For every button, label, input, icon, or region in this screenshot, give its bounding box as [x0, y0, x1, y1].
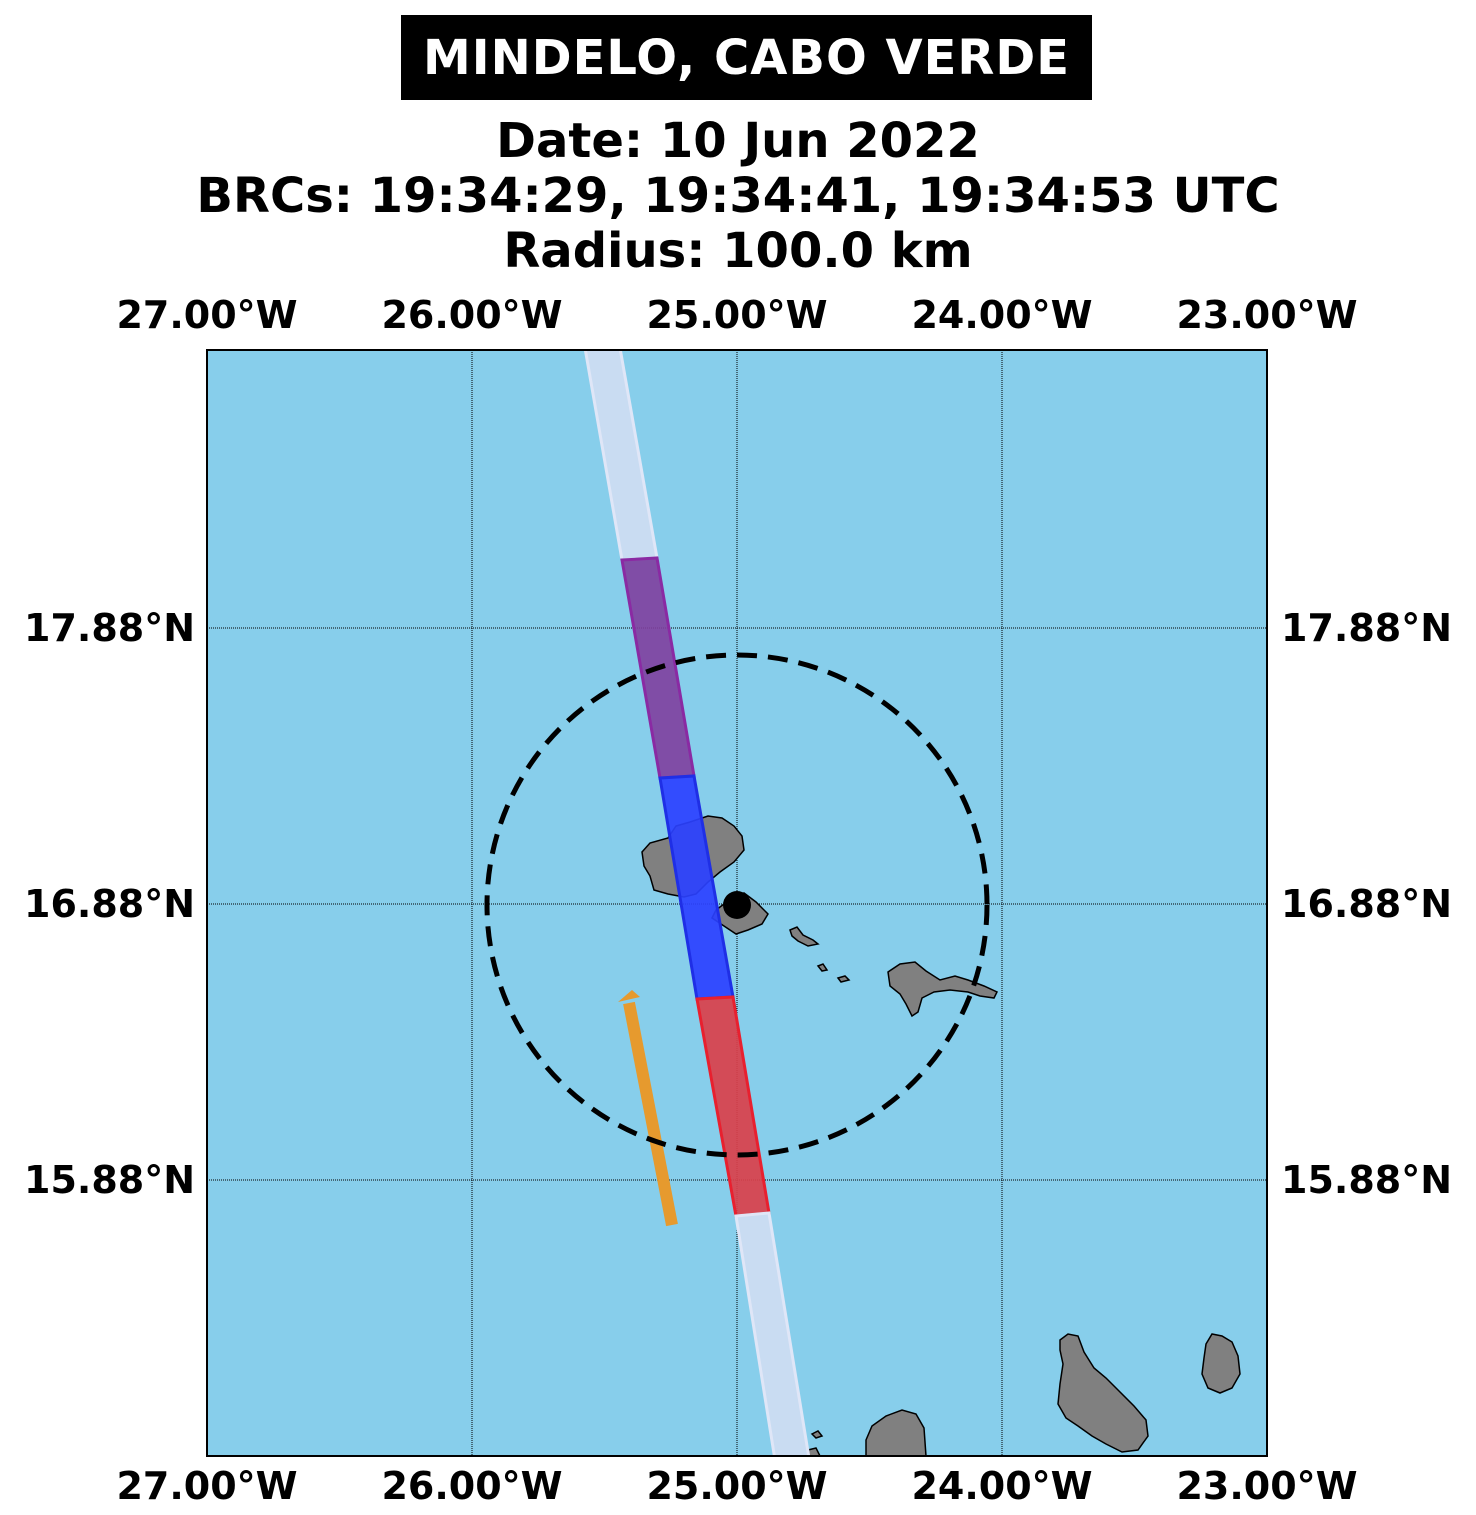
swath-outer — [734, 1211, 811, 1456]
map-title: MINDELO, CABO VERDE — [401, 15, 1092, 100]
x-tick-bottom-0: 27.00°W — [116, 1464, 298, 1508]
range-ring — [484, 652, 990, 1158]
x-tick-top-4: 23.00°W — [1176, 293, 1358, 337]
island-fogo — [865, 1409, 927, 1456]
y-tick-right-0: 17.88°N — [1281, 606, 1452, 650]
x-tick-bottom-4: 23.00°W — [1176, 1464, 1358, 1508]
x-tick-top-3: 24.00°W — [911, 293, 1093, 337]
island-santa-luzia — [789, 926, 820, 947]
brcs-label: BRCs: 19:34:29, 19:34:41, 19:34:53 UTC — [196, 168, 1280, 224]
map-frame — [206, 349, 1268, 1457]
x-tick-bottom-3: 24.00°W — [911, 1464, 1093, 1508]
island-santiago — [1057, 1333, 1149, 1453]
motion-arrow — [618, 990, 678, 1227]
date-label: Date: 10 Jun 2022 — [496, 113, 980, 169]
x-tick-bottom-1: 26.00°W — [381, 1464, 563, 1508]
site-marker — [723, 891, 751, 919]
y-tick-right-2: 15.88°N — [1281, 1158, 1452, 1202]
y-tick-left-2: 15.88°N — [24, 1158, 195, 1202]
island-raso — [836, 975, 851, 983]
island-maio — [1201, 1333, 1241, 1394]
x-tick-top-2: 25.00°W — [646, 293, 828, 337]
island-sao-nicolau — [887, 961, 999, 1018]
y-tick-right-1: 16.88°N — [1281, 882, 1452, 926]
x-tick-top-1: 26.00°W — [381, 293, 563, 337]
x-tick-bottom-2: 25.00°W — [646, 1464, 828, 1508]
y-tick-left-1: 16.88°N — [24, 882, 195, 926]
island-branco — [816, 963, 829, 972]
island-islet-1 — [810, 1430, 824, 1439]
radius-label: Radius: 100.0 km — [503, 223, 973, 279]
x-tick-top-0: 27.00°W — [116, 293, 298, 337]
y-tick-left-0: 17.88°N — [24, 606, 195, 650]
swath — [583, 350, 811, 1456]
